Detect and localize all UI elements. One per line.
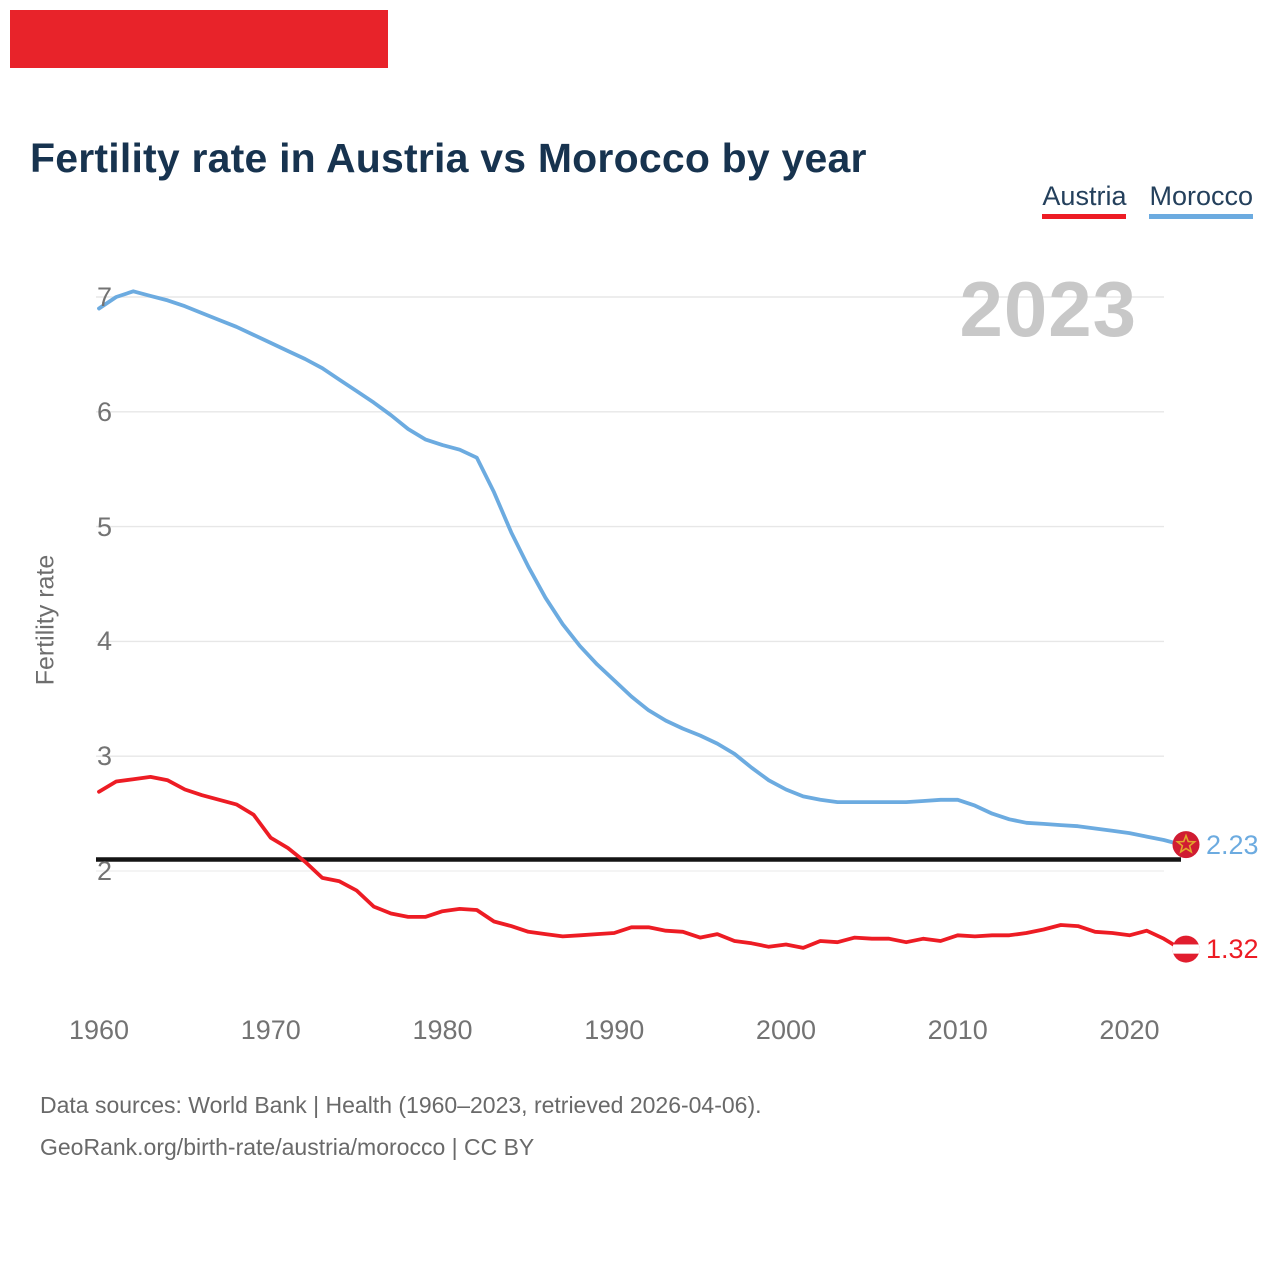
legend: Austria Morocco bbox=[1042, 183, 1253, 219]
legend-underline-morocco bbox=[1149, 214, 1253, 219]
y-tick-label: 3 bbox=[96, 741, 112, 772]
page-title: Fertility rate in Austria vs Morocco by … bbox=[30, 135, 867, 182]
footer-attribution: GeoRank.org/birth-rate/austria/morocco |… bbox=[40, 1134, 535, 1160]
end-value-austria: 1.32 bbox=[1206, 934, 1259, 965]
legend-label-morocco[interactable]: Morocco bbox=[1149, 181, 1253, 211]
y-tick-label: 4 bbox=[96, 626, 112, 657]
legend-underline-austria bbox=[1042, 214, 1127, 219]
y-tick-label: 6 bbox=[96, 396, 112, 427]
watermark-year: 2023 bbox=[959, 265, 1137, 353]
footer: Data sources: World Bank | Health (1960–… bbox=[40, 1084, 762, 1168]
austria-flag-icon bbox=[1172, 935, 1200, 963]
footer-data-sources: Data sources: World Bank | Health (1960–… bbox=[40, 1092, 762, 1118]
y-axis-title: Fertility rate bbox=[31, 554, 60, 686]
legend-item-austria[interactable]: Austria bbox=[1042, 181, 1127, 219]
legend-item-morocco[interactable]: Morocco bbox=[1149, 183, 1253, 219]
legend-label-austria[interactable]: Austria bbox=[1042, 181, 1127, 211]
x-tick-label: 2000 bbox=[755, 1015, 816, 1045]
x-tick-label: 1970 bbox=[240, 1015, 301, 1045]
x-tick-label: 1980 bbox=[412, 1015, 473, 1045]
series-line-austria[interactable] bbox=[97, 775, 1183, 951]
x-tick-label: 1990 bbox=[584, 1015, 645, 1045]
end-value-morocco: 2.23 bbox=[1206, 829, 1259, 860]
x-tick-label: 2020 bbox=[1099, 1015, 1160, 1045]
y-tick-label: 5 bbox=[96, 511, 112, 542]
series-line-morocco[interactable] bbox=[97, 289, 1183, 847]
brand-accent-bar bbox=[10, 10, 388, 68]
y-tick-label: 2 bbox=[96, 856, 112, 886]
x-tick-label: 1960 bbox=[68, 1015, 130, 1045]
y-tick-label: 7 bbox=[96, 282, 112, 312]
morocco-flag-icon bbox=[1172, 831, 1200, 859]
x-tick-label: 2010 bbox=[927, 1015, 988, 1045]
